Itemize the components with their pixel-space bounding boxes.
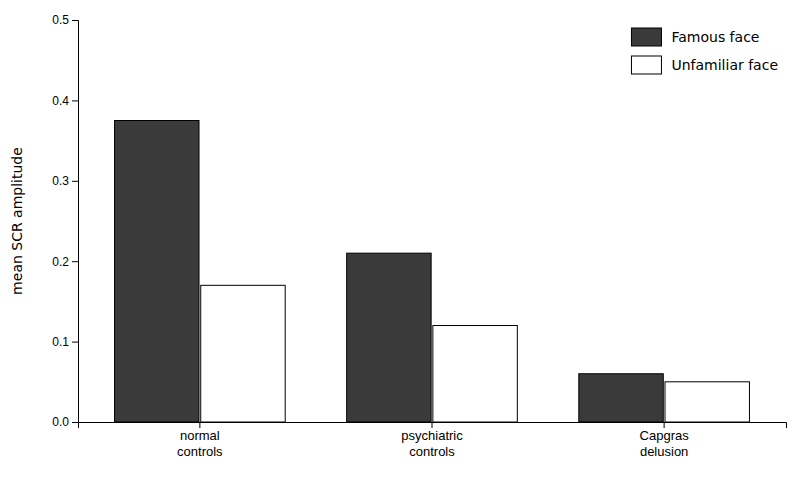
y-tick-label: 0.0 <box>52 415 69 429</box>
y-tick-mark <box>72 422 78 423</box>
x-axis: normalcontrolspsychiatriccontrolsCapgras… <box>79 422 787 459</box>
y-axis-title: mean SCR amplitude <box>9 147 25 295</box>
x-tick-label-line: controls <box>409 444 455 459</box>
chart: normalcontrolspsychiatriccontrolsCapgras… <box>0 0 810 486</box>
plot: normalcontrolspsychiatriccontrolsCapgras… <box>9 13 787 458</box>
legend-swatch <box>631 56 661 74</box>
y-tick-label: 0.4 <box>52 94 69 108</box>
bar <box>433 326 517 422</box>
bar <box>201 285 285 422</box>
y-tick-mark <box>72 261 78 262</box>
y-tick-mark <box>72 342 78 343</box>
legend-label: Famous face <box>671 29 759 45</box>
legend-swatch <box>631 28 661 46</box>
bar <box>347 253 431 422</box>
x-tick-mark <box>199 422 200 428</box>
x-axis-line <box>79 423 787 429</box>
x-tick: Capgrasdelusion <box>640 422 690 459</box>
legend-label: Unfamiliar face <box>671 57 778 73</box>
y-tick: 0.3 <box>52 174 78 188</box>
y-tick-label: 0.1 <box>52 335 69 349</box>
x-tick-mark <box>664 422 665 428</box>
x-tick-label-line: delusion <box>640 444 688 459</box>
y-axis-line <box>72 21 79 423</box>
x-tick-label-line: normal <box>180 428 220 443</box>
legend-item: Famous face <box>631 28 759 46</box>
y-tick: 0.0 <box>52 415 78 429</box>
y-tick: 0.2 <box>52 255 78 269</box>
y-tick-label: 0.2 <box>52 255 69 269</box>
x-tick: normalcontrols <box>177 422 223 459</box>
bar-series <box>201 285 750 422</box>
y-axis: 0.0 0.1 0.2 0.3 0.4 0.5 <box>52 13 78 429</box>
x-tick-mark <box>432 422 433 428</box>
x-tick: psychiatriccontrols <box>401 422 463 459</box>
y-tick-mark <box>72 20 78 21</box>
bar <box>579 374 663 422</box>
y-tick-label: 0.5 <box>52 13 69 27</box>
bar <box>115 121 199 423</box>
y-tick: 0.5 <box>52 13 78 27</box>
bar-series <box>115 121 664 423</box>
x-tick-label-line: controls <box>177 444 223 459</box>
y-tick: 0.4 <box>52 94 78 108</box>
x-tick-label-line: psychiatric <box>401 428 463 443</box>
legend-item: Unfamiliar face <box>631 56 778 74</box>
x-tick-label: Capgrasdelusion <box>640 428 690 459</box>
x-tick-label-line: Capgras <box>640 428 690 443</box>
legend: Famous face Unfamiliar face <box>631 28 778 74</box>
bar <box>665 382 749 422</box>
x-tick-label: normalcontrols <box>177 428 223 459</box>
y-tick: 0.1 <box>52 335 78 349</box>
bars <box>115 121 750 423</box>
y-tick-label: 0.3 <box>52 174 69 188</box>
x-tick-label: psychiatriccontrols <box>401 428 463 459</box>
y-tick-mark <box>72 181 78 182</box>
y-tick-mark <box>72 100 78 101</box>
